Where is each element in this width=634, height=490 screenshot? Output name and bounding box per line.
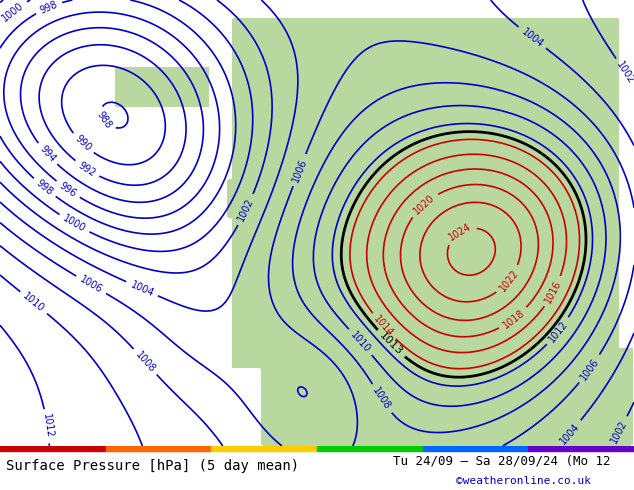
Text: 1004: 1004 (129, 279, 155, 298)
Text: Tu 24/09 – Sa 28/09/24 (Mo 12: Tu 24/09 – Sa 28/09/24 (Mo 12 (393, 455, 611, 468)
Text: 994: 994 (37, 144, 57, 164)
Text: 1006: 1006 (578, 356, 601, 382)
Text: 1013: 1013 (377, 330, 404, 357)
Text: 1004: 1004 (519, 26, 545, 49)
Text: 1006: 1006 (290, 157, 309, 183)
Text: 1002: 1002 (609, 418, 630, 445)
Text: 1012: 1012 (41, 413, 54, 439)
Text: 998: 998 (34, 178, 55, 197)
Text: 1010: 1010 (349, 330, 372, 355)
Text: 1012: 1012 (547, 318, 570, 344)
Text: 996: 996 (58, 180, 78, 199)
Text: 990: 990 (72, 134, 93, 153)
Text: 1000: 1000 (0, 0, 25, 23)
Text: 1006: 1006 (78, 274, 104, 295)
Text: 1018: 1018 (501, 307, 526, 330)
Text: 1010: 1010 (21, 291, 46, 314)
Text: 1008: 1008 (133, 349, 157, 374)
Text: 998: 998 (39, 0, 59, 16)
Text: ©weatheronline.co.uk: ©weatheronline.co.uk (456, 476, 592, 486)
Bar (317, 446, 423, 451)
Bar (423, 446, 528, 451)
Text: 992: 992 (77, 160, 98, 178)
Text: 1024: 1024 (447, 221, 473, 243)
Bar (211, 446, 317, 451)
Text: Surface Pressure [hPa] (5 day mean): Surface Pressure [hPa] (5 day mean) (6, 459, 299, 473)
Text: 1002: 1002 (236, 196, 256, 223)
Text: 988: 988 (95, 110, 113, 130)
Text: 1020: 1020 (411, 193, 437, 217)
Text: 1008: 1008 (371, 386, 392, 412)
Text: 1002: 1002 (615, 60, 634, 86)
Text: 1000: 1000 (61, 213, 87, 234)
Text: 1022: 1022 (497, 267, 521, 293)
Text: 1014: 1014 (372, 314, 396, 339)
Bar (106, 446, 211, 451)
Text: 1016: 1016 (543, 278, 564, 305)
Bar (528, 446, 634, 451)
Bar (0, 446, 106, 451)
Text: 1004: 1004 (557, 421, 581, 446)
